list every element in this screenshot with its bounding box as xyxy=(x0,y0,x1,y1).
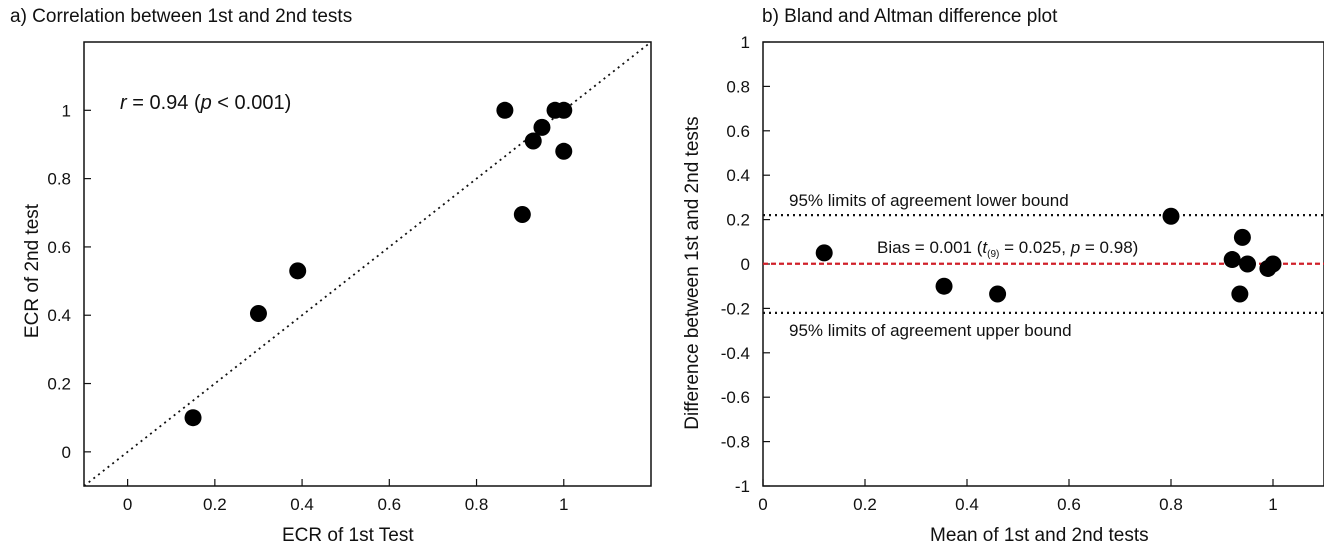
chart-a-xtick-label: 1 xyxy=(559,495,568,514)
chart-a-point xyxy=(184,409,202,427)
chart-b-point xyxy=(1231,285,1249,303)
chart-b-point xyxy=(1162,207,1180,225)
chart-a-xtick-label: 0 xyxy=(123,495,132,514)
chart-a-point xyxy=(496,101,514,119)
chart-b-xtick-label: 0.6 xyxy=(1057,495,1081,514)
chart-b-point xyxy=(1264,255,1282,273)
chart-a-xtick-label: 0.6 xyxy=(377,495,401,514)
chart-a-xtick-label: 0.2 xyxy=(203,495,227,514)
chart-b-ytick-label: -0.8 xyxy=(721,433,750,452)
chart-b-ytick-label: 1 xyxy=(741,33,750,52)
chart-a-title: a) Correlation between 1st and 2nd tests xyxy=(10,6,353,27)
chart-b-bias-label: Bias = 0.001 (t(9) = 0.025, p = 0.98) xyxy=(877,238,1138,260)
chart-b-point xyxy=(989,285,1007,303)
chart-b-lower-limit-label: 95% limits of agreement upper bound xyxy=(789,321,1072,340)
chart-b-xtick-label: 0.2 xyxy=(853,495,877,514)
chart-a-ytick-label: 0.4 xyxy=(47,306,71,325)
chart-b-point xyxy=(1223,251,1241,269)
chart-b-ytick-label: 0.4 xyxy=(726,166,750,185)
chart-a-point xyxy=(289,262,307,280)
chart-a-ytick-label: 0.8 xyxy=(47,170,71,189)
chart-b-point xyxy=(815,244,833,262)
chart-a-xlabel: ECR of 1st Test xyxy=(282,525,414,546)
chart-a-point xyxy=(249,305,267,323)
chart-a-point xyxy=(555,101,573,119)
chart-a-ticks: 0 0.2 0.4 0.6 0.8 1 0 0.2 0.4 0.6 0.8 1 xyxy=(47,101,568,514)
chart-a-frame xyxy=(83,41,652,487)
chart-b-ticks: 0 0.2 0.4 0.6 0.8 1 1 0.8 0.6 0.4 0.2 0 -0.2 -0.4 -0.6… xyxy=(721,33,1278,514)
chart-b-ytick-label: -0.4 xyxy=(721,344,750,363)
chart-a-ytick-label: 0.2 xyxy=(47,375,71,394)
chart-b-point xyxy=(1233,228,1251,246)
chart-b-ytick-label: -1 xyxy=(735,477,750,496)
chart-b-points xyxy=(815,207,1282,303)
chart-a-xtick-label: 0.8 xyxy=(465,495,489,514)
chart-b-xtick-label: 0.8 xyxy=(1159,495,1183,514)
chart-b-upper-limit-label: 95% limits of agreement lower bound xyxy=(789,191,1069,210)
chart-a-ytick-label: 1 xyxy=(62,101,71,120)
chart-a-points xyxy=(184,101,573,427)
chart-a-ytick-label: 0.6 xyxy=(47,238,71,257)
chart-a-point xyxy=(513,205,531,223)
chart-b-xtick-label: 1 xyxy=(1268,495,1277,514)
chart-b-xtick-label: 0.4 xyxy=(955,495,979,514)
chart-b-ytick-label: 0.2 xyxy=(726,211,750,230)
chart-a-point xyxy=(555,142,573,160)
chart-a-point xyxy=(524,132,542,150)
chart-a-point xyxy=(533,118,551,136)
chart-b-xlabel: Mean of 1st and 2nd tests xyxy=(930,525,1149,546)
chart-b-ytick-label: 0.6 xyxy=(726,122,750,141)
chart-a-ytick-label: 0 xyxy=(62,443,71,462)
chart-b-point xyxy=(935,277,953,295)
chart-b-ytick-label: 0 xyxy=(741,255,750,274)
chart-a-xtick-label: 0.4 xyxy=(290,495,314,514)
chart-b-xtick-label: 0 xyxy=(758,495,767,514)
chart-b-point xyxy=(1239,255,1256,273)
chart-b-ytick-label: -0.2 xyxy=(721,299,750,318)
chart-a-annotation: r = 0.94 (p < 0.001) xyxy=(120,92,291,114)
chart-b-title: b) Bland and Altman difference plot xyxy=(762,6,1058,27)
chart-b-ytick-label: -0.6 xyxy=(721,388,750,407)
chart-b-ytick-label: 0.8 xyxy=(726,77,750,96)
